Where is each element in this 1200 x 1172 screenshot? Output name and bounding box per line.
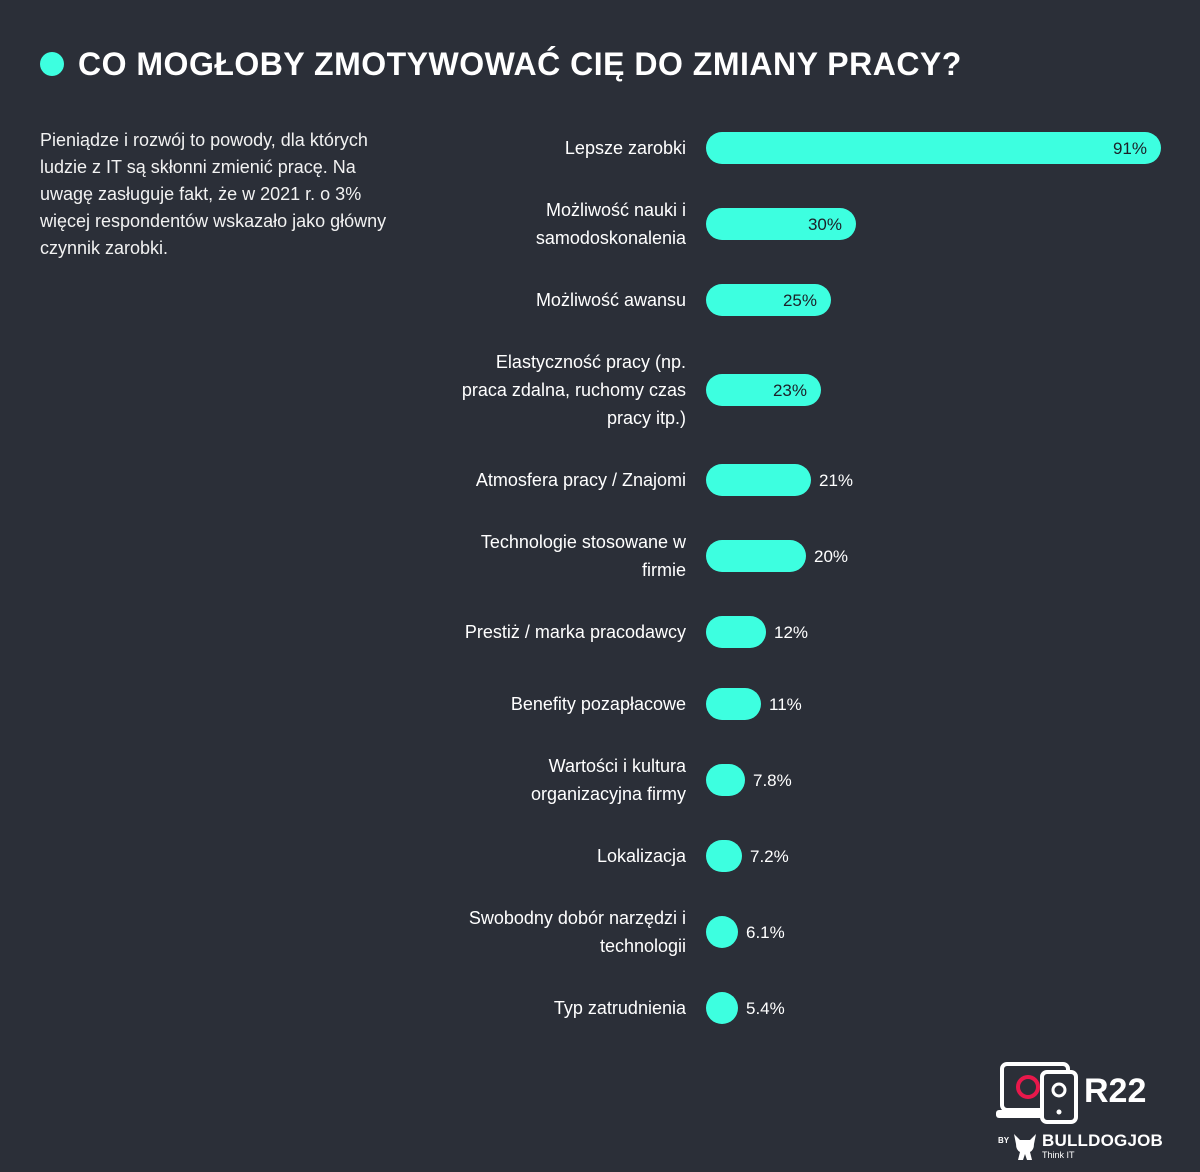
value-label-0: 91% (1113, 139, 1147, 158)
value-label-5: 20% (814, 547, 848, 566)
value-label-10: 6.1% (746, 923, 785, 942)
category-label-0: Lepsze zarobki (565, 138, 686, 158)
page-header: CO MOGŁOBY ZMOTYWOWAĆ CIĘ DO ZMIANY PRAC… (40, 42, 962, 86)
value-label-3: 23% (773, 381, 807, 400)
category-label-4: Atmosfera pracy / Znajomi (476, 470, 686, 490)
value-label-7: 11% (769, 695, 802, 714)
bar-3 (706, 374, 821, 406)
report-label: R22 (1084, 1072, 1147, 1110)
bar-chart: Lepsze zarobki 91% Możliwość nauki i samodo… (462, 132, 1161, 1024)
bar-2 (706, 284, 831, 316)
category-label-3: Elastyczność pracy (np. praca zdalna, ruc… (462, 352, 686, 428)
category-label-6: Prestiż / marka pracodawcy (465, 622, 686, 642)
category-label-10: Swobodny dobór narzędzi i technologii (469, 908, 686, 956)
category-label-5: Technologie stosowane w firmie (481, 532, 687, 580)
bar-0 (706, 132, 1161, 164)
bar-5 (706, 540, 806, 572)
brand-name: BULLDOGJOB (1042, 1131, 1163, 1150)
bar-1 (706, 208, 856, 240)
page-title: CO MOGŁOBY ZMOTYWOWAĆ CIĘ DO ZMIANY PRAC… (78, 45, 962, 82)
brand-tagline: Think IT (1042, 1150, 1075, 1160)
value-label-1: 30% (808, 215, 842, 234)
category-label-7: Benefity pozapłacowe (511, 694, 686, 714)
category-label-8: Wartości i kultura organizacyjna firmy (531, 756, 687, 804)
category-label-9: Lokalizacja (597, 846, 687, 866)
bar-10 (706, 916, 738, 948)
category-label-2: Możliwość awansu (536, 290, 686, 310)
value-label-6: 12% (774, 623, 808, 642)
bar-6 (706, 616, 766, 648)
accent-dot-icon (40, 52, 64, 76)
value-label-4: 21% (819, 471, 853, 490)
bar-7 (706, 688, 761, 720)
category-label-11: Typ zatrudnienia (554, 998, 687, 1018)
value-label-9: 7.2% (750, 847, 789, 866)
bar-11 (706, 992, 738, 1024)
bulldog-icon (1014, 1134, 1036, 1160)
category-label-1: Możliwość nauki i samodoskonalenia (536, 200, 687, 248)
bar-9 (706, 840, 742, 872)
by-label: BY (998, 1136, 1010, 1145)
r22-bulldogjob-logo: R22 BY BULLDOGJOB Think IT (994, 1058, 1164, 1164)
value-label-8: 7.8% (753, 771, 792, 790)
value-label-2: 25% (783, 291, 817, 310)
value-label-11: 5.4% (746, 999, 785, 1018)
description-text: Pieniądze i rozwój to powody, dla któryc… (40, 130, 387, 258)
bar-8 (706, 764, 745, 796)
bar-4 (706, 464, 811, 496)
laptop-phone-icon (996, 1062, 1078, 1124)
